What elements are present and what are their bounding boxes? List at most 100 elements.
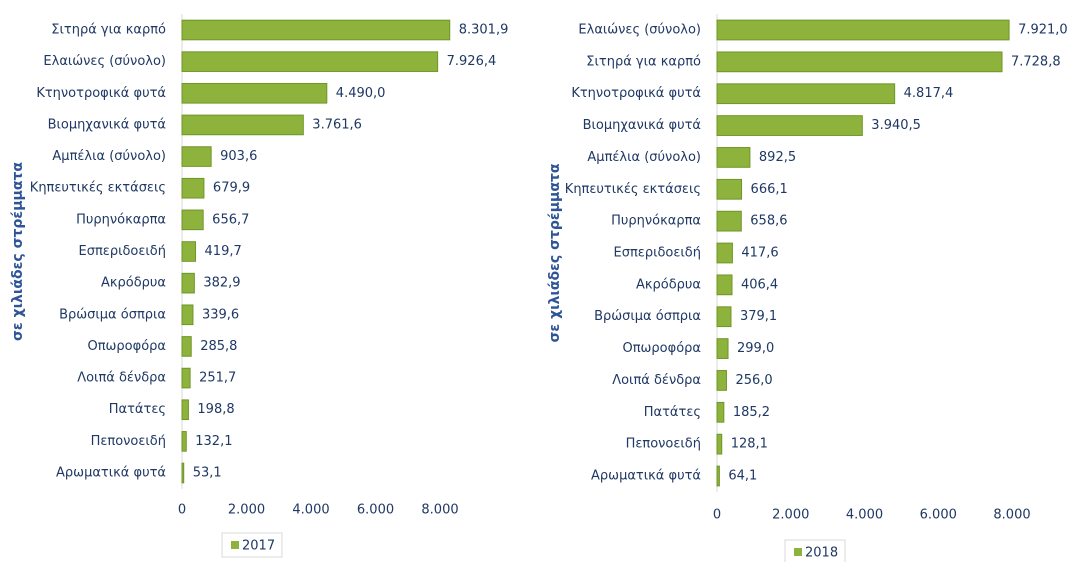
category-label: Κηπευτικές εκτάσεις: [30, 181, 166, 196]
x-tick-label: 2.000: [772, 508, 809, 523]
category-label: Πατάτες: [644, 405, 701, 420]
bar: [716, 274, 733, 296]
value-label: 132,1: [195, 434, 232, 449]
value-label: 7.926,4: [447, 54, 497, 69]
value-label: 666,1: [751, 182, 788, 197]
x-tick-label: 4.000: [846, 508, 883, 523]
value-label: 679,9: [213, 181, 250, 196]
x-tick-label: 6.000: [357, 503, 394, 518]
category-label: Κηπευτικές εκτάσεις: [565, 182, 701, 197]
value-label: 3.940,5: [871, 118, 921, 133]
bar: [181, 304, 194, 326]
bar: [716, 178, 743, 200]
category-label: Λοιπά δένδρα: [77, 371, 166, 386]
category-label: Σιτηρά για καρπό: [51, 23, 166, 38]
category-label: Λοιπά δένδρα: [612, 373, 701, 388]
category-label: Αρωματικά φυτά: [56, 466, 166, 481]
bar: [716, 115, 863, 136]
category-label: Ελαιώνες (σύνολο): [578, 23, 701, 38]
value-label: 4.490,0: [336, 86, 386, 101]
bar: [181, 146, 212, 167]
category-label: Πατάτες: [109, 402, 166, 417]
category-label: Κτηνοτροφικά φυτά: [571, 86, 701, 101]
category-label: Ακρόδρυα: [101, 276, 166, 291]
category-label: Βρώσιμα όσπρια: [594, 309, 701, 324]
x-tick-label: 8.000: [993, 508, 1030, 523]
bar: [181, 367, 191, 389]
value-label: 417,6: [741, 246, 778, 261]
bar: [181, 272, 195, 294]
value-label: 7.728,8: [1011, 54, 1061, 69]
value-label: 64,1: [728, 469, 757, 484]
category-label: Σιτηρά για καρπό: [586, 54, 701, 69]
x-tick-label: 2.000: [228, 503, 265, 518]
legend-label: 2017: [242, 539, 275, 554]
value-label: 251,7: [199, 371, 236, 386]
bar: [181, 399, 189, 421]
category-label: Πυρηνόκαρπα: [611, 214, 701, 229]
bar: [181, 209, 204, 231]
legend-swatch: [794, 548, 802, 556]
bar: [181, 431, 187, 452]
value-label: 285,8: [200, 339, 237, 354]
value-label: 53,1: [193, 466, 222, 481]
y-axis-title: σε χιλιάδες στρέμματα: [10, 162, 26, 341]
bar: [181, 336, 192, 357]
value-label: 4.817,4: [904, 86, 954, 101]
value-label: 198,8: [197, 402, 234, 417]
value-label: 128,1: [731, 437, 768, 452]
bar: [181, 114, 304, 136]
value-label: 379,1: [740, 309, 777, 324]
bar: [716, 306, 732, 328]
category-label: Βιομηχανικά φυτά: [583, 118, 701, 133]
value-label: 419,7: [205, 244, 242, 259]
category-label: Εσπεριδοειδή: [614, 246, 701, 261]
value-label: 299,0: [737, 341, 774, 356]
category-label: Ακρόδρυα: [636, 277, 701, 292]
x-tick-label: 4.000: [292, 503, 329, 518]
category-label: Πεπονοειδή: [626, 437, 701, 452]
legend-box: [221, 532, 283, 558]
category-label: Κτηνοτροφικά φυτά: [36, 86, 166, 101]
bar: [716, 83, 896, 105]
bar: [716, 465, 720, 487]
legend-swatch: [231, 541, 239, 549]
bar: [181, 462, 185, 484]
bar: [181, 82, 328, 104]
category-label: Πυρηνόκαρπα: [76, 212, 166, 227]
bar: [181, 177, 205, 199]
value-label: 185,2: [733, 405, 770, 420]
bar: [716, 433, 723, 455]
x-tick-label: 6.000: [920, 508, 957, 523]
value-label: 3.761,6: [312, 117, 362, 132]
value-label: 382,9: [203, 276, 240, 291]
value-label: 903,6: [220, 149, 257, 164]
value-label: 406,4: [741, 277, 778, 292]
bar: [716, 338, 729, 359]
x-tick-label: 8.000: [421, 503, 458, 518]
bar: [716, 242, 733, 264]
value-label: 7.921,0: [1018, 23, 1068, 38]
x-tick-label: 0: [713, 508, 721, 523]
category-label: Αρωματικά φυτά: [591, 469, 701, 484]
legend-label: 2018: [805, 546, 838, 561]
bar: [716, 370, 727, 391]
category-label: Οπωροφόρα: [622, 341, 701, 356]
value-label: 339,6: [202, 307, 239, 322]
legend-box: [784, 539, 846, 562]
value-label: 656,7: [212, 212, 249, 227]
bar: [716, 19, 1010, 41]
category-label: Οπωροφόρα: [87, 339, 166, 354]
value-label: 658,6: [750, 214, 787, 229]
bar: [181, 51, 439, 72]
category-label: Αμπέλια (σύνολο): [587, 150, 701, 165]
value-label: 256,0: [735, 373, 772, 388]
x-tick-label: 0: [178, 503, 186, 518]
bar: [181, 19, 451, 41]
category-label: Πεπονοειδή: [91, 434, 166, 449]
category-label: Ελαιώνες (σύνολο): [43, 54, 166, 69]
bar: [181, 241, 197, 262]
bar: [716, 401, 725, 423]
bar: [716, 147, 751, 168]
